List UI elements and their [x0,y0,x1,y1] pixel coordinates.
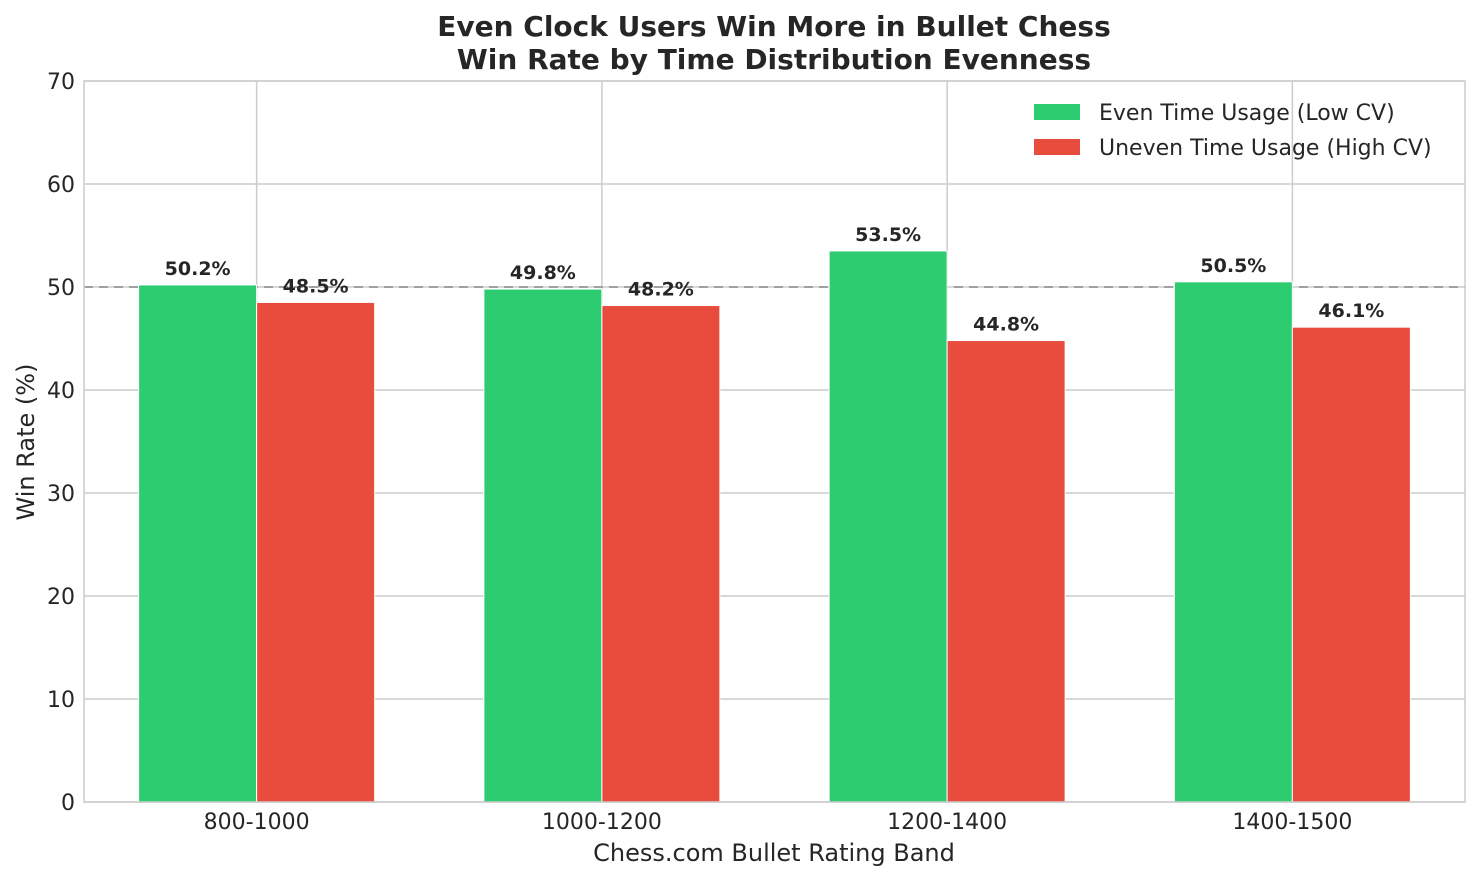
y-tick-label: 0 [61,791,75,816]
y-tick-label: 10 [47,688,75,713]
y-tick-label: 40 [47,379,75,404]
x-tick-label: 1000-1200 [542,810,662,835]
legend-label-even: Even Time Usage (Low CV) [1099,101,1395,126]
bar-uneven-1000-1200 [601,305,721,803]
data-label: 44.8% [973,314,1039,336]
y-tick-label: 70 [47,70,75,95]
legend: Even Time Usage (Low CV) Uneven Time Usa… [1034,101,1432,161]
bars-layer [138,250,1411,803]
data-label: 49.8% [510,262,576,284]
bar-even-1000-1200 [483,288,603,803]
bar-even-800-1000 [138,284,258,803]
data-label: 50.2% [165,258,231,280]
chart-title: Even Clock Users Win More in Bullet Ches… [437,10,1111,43]
x-tick-label: 1400-1500 [1232,810,1352,835]
y-ticks-layer: 0 10 20 30 40 50 60 70 [47,70,75,816]
bar-uneven-800-1000 [256,301,376,803]
bar-even-1400-1500 [1173,281,1293,803]
x-tick-label: 1200-1400 [887,810,1007,835]
x-ticks-layer: 800-1000 1000-1200 1200-1400 1400-1500 [204,810,1353,835]
plot-frame [83,80,1466,803]
data-labels-layer: 50.2% 49.8% 53.5% 50.5% 48.5% 48.2% 44.8% 46.1% [165,224,1385,336]
bar-uneven-1400-1500 [1291,326,1411,803]
x-tick-label: 800-1000 [204,810,310,835]
data-label: 46.1% [1318,300,1384,322]
bar-even-1200-1400 [828,250,948,803]
bar-uneven-1200-1400 [946,340,1066,803]
legend-label-uneven: Uneven Time Usage (High CV) [1099,136,1432,161]
data-label: 50.5% [1200,255,1266,277]
y-tick-label: 50 [47,276,75,301]
legend-swatch-uneven [1034,139,1080,155]
data-label: 48.5% [283,275,349,297]
data-label: 48.2% [628,279,694,301]
data-label: 53.5% [855,224,921,246]
y-tick-label: 30 [47,482,75,507]
chart-subtitle: Win Rate by Time Distribution Evenness [457,43,1091,76]
y-axis-label: Win Rate (%) [12,364,40,521]
x-axis-label: Chess.com Bullet Rating Band [593,839,955,867]
legend-swatch-even [1034,104,1080,120]
y-tick-label: 60 [47,173,75,198]
y-tick-label: 20 [47,585,75,610]
